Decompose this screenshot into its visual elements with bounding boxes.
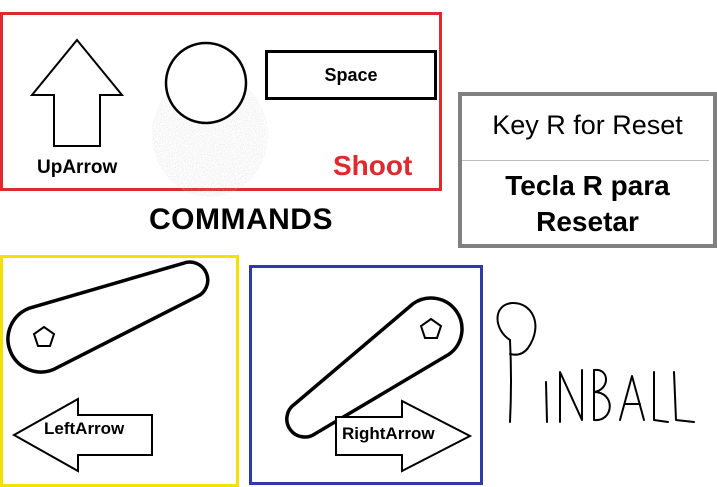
left-arrow-icon — [11, 397, 153, 473]
commands-title: COMMANDS — [149, 203, 333, 236]
right-arrow-icon — [335, 399, 473, 473]
space-key: Space — [265, 50, 437, 100]
left-arrow-key-label: LeftArrow — [44, 419, 125, 438]
reset-instruction-english: Key R for Reset — [492, 110, 683, 140]
right-arrow-key-label: RightArrow — [342, 424, 435, 443]
space-key-label: Space — [324, 64, 378, 85]
left-flipper-icon — [6, 260, 210, 374]
up-arrow-icon — [29, 38, 125, 147]
right-flipper-icon — [285, 296, 464, 439]
shoot-label: Shoot — [333, 150, 413, 181]
reset-controls-panel — [458, 92, 717, 248]
right-flipper-panel — [249, 265, 483, 485]
up-arrow-key-label: UpArrow — [37, 157, 118, 178]
reset-portuguese-line1: Tecla R para — [505, 170, 670, 201]
reset-divider — [462, 160, 709, 161]
pinball-logo — [496, 301, 695, 423]
reset-portuguese-line2: Resetar — [536, 206, 639, 237]
reset-instruction-portuguese: Tecla R para Resetar — [462, 168, 713, 240]
ball-icon — [152, 41, 268, 197]
